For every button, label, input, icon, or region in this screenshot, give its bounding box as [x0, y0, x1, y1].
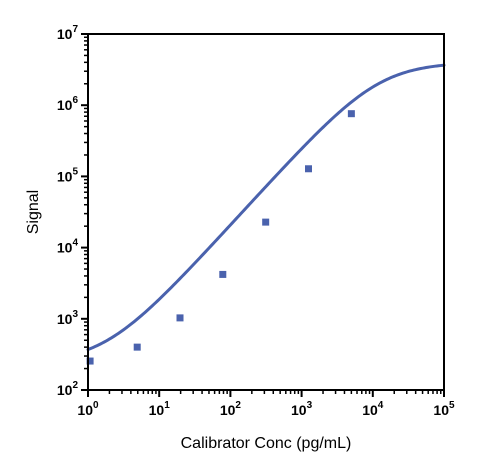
y-tick-label: 103 — [57, 309, 79, 327]
x-tick-label: 104 — [362, 400, 384, 418]
y-tick-label: 106 — [57, 95, 79, 113]
data-point — [262, 218, 270, 226]
x-tick-label: 100 — [77, 400, 99, 418]
data-point — [305, 165, 312, 173]
data-point — [176, 314, 184, 322]
curve-layer — [86, 63, 446, 352]
data-point — [133, 343, 141, 351]
y-tick-label: 102 — [57, 380, 79, 398]
x-axis-title: Calibrator Conc (pg/mL) — [181, 435, 352, 452]
data-point — [86, 357, 94, 365]
x-tick-label: 101 — [149, 400, 171, 418]
x-tick-label: 103 — [291, 400, 313, 418]
fit-curve — [86, 63, 446, 352]
y-tick-label: 105 — [57, 166, 79, 184]
ticks-layer — [81, 33, 445, 397]
points-layer — [86, 110, 355, 365]
data-point — [347, 110, 355, 118]
labels-layer: 100 101 102 103 104 105 102 103 104 105 106 107 — [57, 24, 455, 418]
x-tick-label: 102 — [220, 400, 242, 418]
y-tick-label: 107 — [57, 24, 79, 42]
x-tick-label: 105 — [433, 400, 455, 418]
y-axis-title: Signal — [25, 190, 42, 234]
plot-frame — [87, 33, 445, 391]
y-tick-label: 104 — [57, 238, 79, 256]
data-point — [219, 270, 227, 278]
